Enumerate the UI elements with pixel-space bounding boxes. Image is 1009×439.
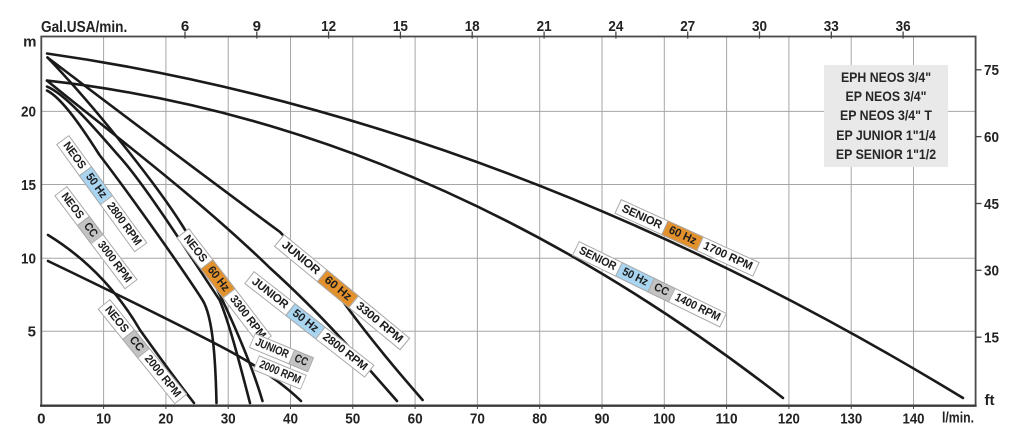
svg-text:45: 45 <box>984 196 999 213</box>
svg-text:130: 130 <box>840 411 862 428</box>
svg-text:80: 80 <box>532 411 547 428</box>
svg-text:70: 70 <box>470 411 485 428</box>
svg-text:30: 30 <box>752 18 767 35</box>
svg-text:10: 10 <box>21 251 36 268</box>
svg-text:27: 27 <box>680 18 695 35</box>
svg-text:60: 60 <box>408 411 423 428</box>
svg-text:ft: ft <box>985 392 995 409</box>
svg-text:20: 20 <box>158 411 173 428</box>
svg-text:15: 15 <box>21 177 36 194</box>
svg-text:40: 40 <box>283 411 298 428</box>
svg-text:5: 5 <box>28 324 36 341</box>
svg-text:75: 75 <box>984 62 999 79</box>
svg-text:90: 90 <box>595 411 610 428</box>
svg-text:20: 20 <box>21 104 36 121</box>
svg-text:12: 12 <box>321 18 336 35</box>
svg-text:50: 50 <box>345 411 360 428</box>
svg-text:Gal.USA/min.: Gal.USA/min. <box>41 19 127 36</box>
svg-text:33: 33 <box>824 18 839 35</box>
svg-text:30: 30 <box>221 411 236 428</box>
svg-text:10: 10 <box>96 411 111 428</box>
svg-text:18: 18 <box>465 18 480 35</box>
svg-text:21: 21 <box>537 18 552 35</box>
svg-text:24: 24 <box>608 18 624 35</box>
svg-text:110: 110 <box>716 411 738 428</box>
svg-text:m: m <box>23 34 36 51</box>
svg-text:60: 60 <box>984 129 999 146</box>
svg-text:0: 0 <box>37 411 45 428</box>
svg-text:120: 120 <box>778 411 800 428</box>
svg-text:6: 6 <box>181 18 189 35</box>
svg-text:15: 15 <box>393 18 408 35</box>
svg-text:9: 9 <box>253 18 261 35</box>
svg-text:30: 30 <box>984 263 999 280</box>
svg-text:15: 15 <box>984 330 999 347</box>
svg-text:36: 36 <box>896 18 911 35</box>
svg-text:l/min.: l/min. <box>942 410 974 427</box>
svg-text:100: 100 <box>653 411 675 428</box>
svg-text:140: 140 <box>903 411 925 428</box>
